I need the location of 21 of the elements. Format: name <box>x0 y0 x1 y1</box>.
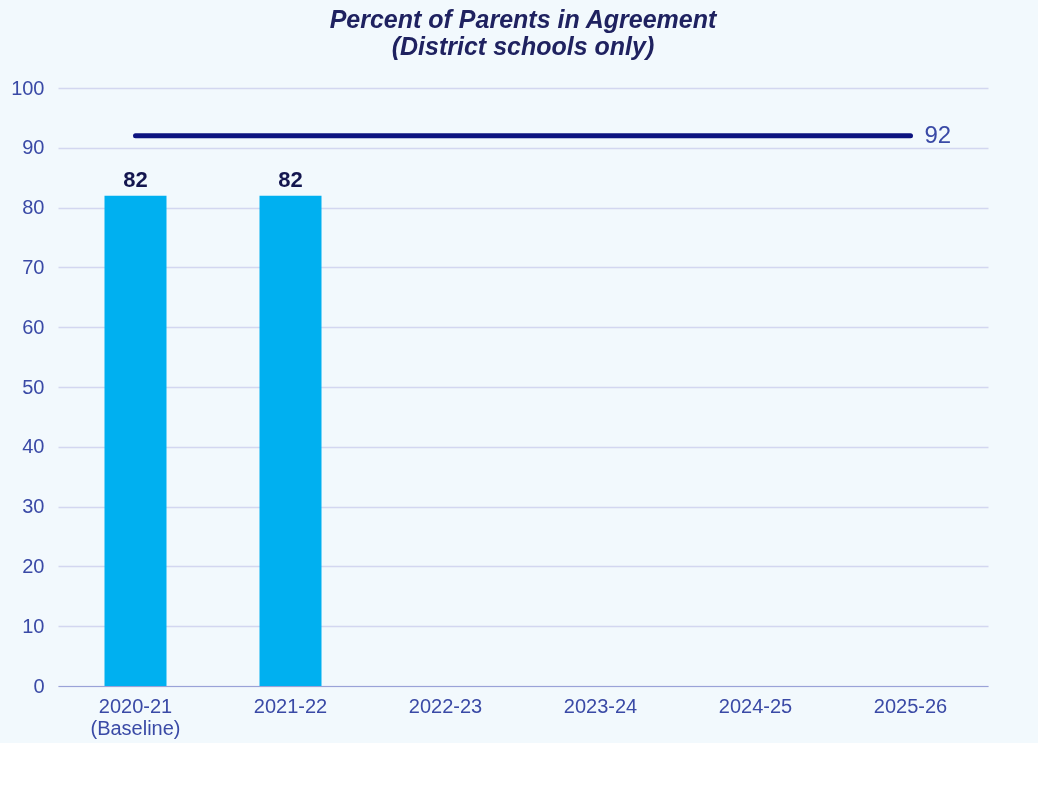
data-label: 82 <box>278 166 303 192</box>
y-tick-label: 60 <box>22 315 45 338</box>
x-tick-label: 2024-25 <box>718 694 793 717</box>
y-tick-label: 50 <box>22 375 45 398</box>
chart-title: Percent of Parents in Agreement (District schools only) <box>329 5 719 60</box>
x-tick-label: 2025-26 <box>873 694 948 717</box>
data-label: 82 <box>123 166 148 192</box>
x-tick-label: 2022-23 <box>408 694 483 717</box>
y-tick-label: 20 <box>22 554 45 577</box>
x-tick-label: 2020-21 (Baseline) <box>90 694 181 739</box>
y-tick-label: 10 <box>22 614 45 637</box>
y-tick-label: 40 <box>22 435 45 458</box>
y-tick-label: 70 <box>22 255 45 278</box>
x-tick-label: 2023-24 <box>563 694 638 717</box>
y-tick-label: 90 <box>22 136 45 159</box>
y-tick-label: 0 <box>33 674 45 697</box>
y-tick-label: 30 <box>22 495 45 518</box>
y-tick-label: 80 <box>22 196 45 219</box>
x-tick-label: 2021-22 <box>253 694 328 717</box>
ref-line-label: 92 <box>924 120 952 148</box>
y-tick-label: 100 <box>11 76 45 99</box>
